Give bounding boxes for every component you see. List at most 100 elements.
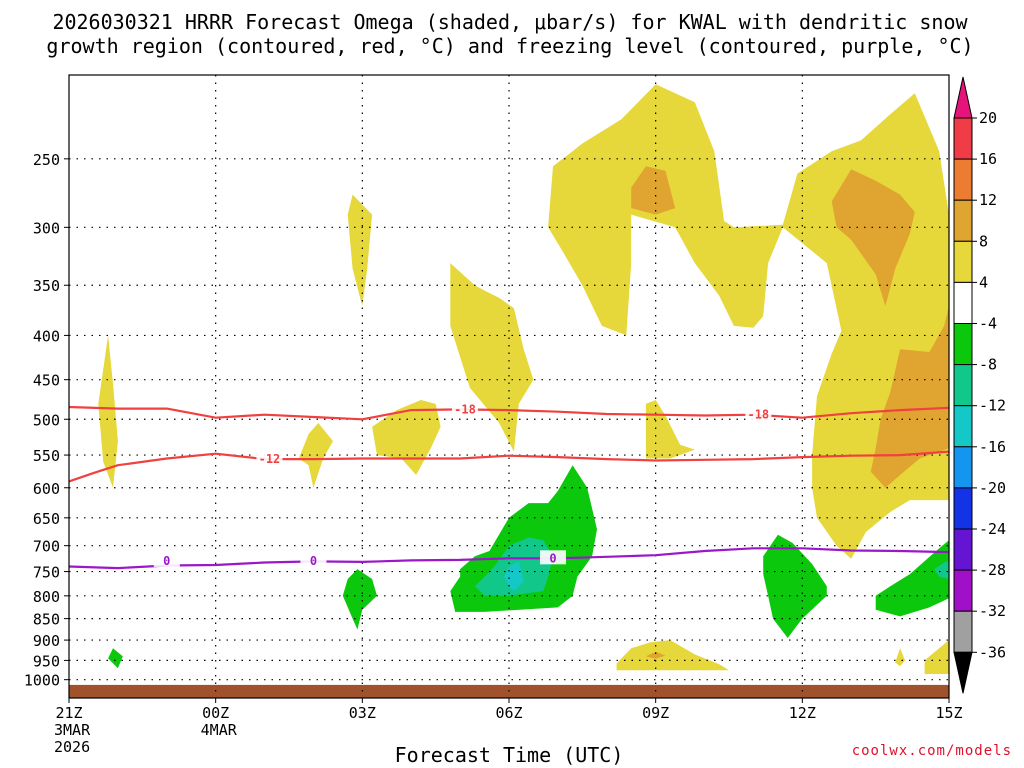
colorbar-label--36: -36 [979, 643, 1006, 661]
y-tick-label-950: 950 [33, 652, 60, 670]
omega-region-3 (4 to 8) [372, 400, 441, 475]
chart-title-line2: growth region (contoured, red, °C) and f… [46, 34, 973, 58]
x-tick-label-30-0: 06Z [495, 704, 522, 722]
contour-label-0-1: 0 [310, 554, 317, 568]
colorbar-label-4: 4 [979, 273, 988, 291]
colorbar-label--16: -16 [979, 438, 1006, 456]
colorbar-label--32: -32 [979, 602, 1006, 620]
y-tick-label-900: 900 [33, 632, 60, 650]
omega-region-8 (4 to 8) [895, 648, 905, 667]
omega-region-14 (-4 to -8) [342, 569, 377, 630]
contour-label-0-0: 0 [163, 554, 170, 568]
colorbar-swatch-4-8 [953, 240, 973, 283]
y-tick-label-800: 800 [33, 588, 60, 606]
omega-region-20 (-8 to -12) [934, 561, 949, 579]
colorbar-swatch-12-16 [953, 158, 973, 201]
omega-region-2 (4 to 8) [298, 423, 333, 488]
colorbar-label--28: -28 [979, 561, 1006, 579]
y-axis-ticks: 250 300 350 400 450 500 550 600 650 700 750 800 850 9… [24, 151, 69, 690]
colorbar-label-12: 12 [979, 191, 997, 209]
x-tick-label-21-1: 3MAR [54, 721, 91, 739]
y-tick-label-750: 750 [33, 564, 60, 582]
colorbar-label--20: -20 [979, 479, 1006, 497]
omega-region-12 (8 to 12) [870, 306, 949, 488]
contour-label-0-2: 0 [549, 551, 556, 565]
y-tick-label-350: 350 [33, 277, 60, 295]
colorbar-swatch--32--28 [953, 569, 973, 612]
contour-lines [69, 405, 949, 570]
y-tick-label-550: 550 [33, 447, 60, 465]
x-tick-label-27-0: 03Z [349, 704, 376, 722]
contour-label-bg--18-1 [745, 406, 772, 421]
y-tick-label-600: 600 [33, 480, 60, 498]
omega-region-1 (4 to 8) [347, 194, 373, 307]
omega-region-15 (-4 to -8) [108, 648, 123, 669]
contour-label-bg--12-0 [256, 451, 283, 466]
colorbar-label--24: -24 [979, 520, 1006, 538]
x-tick-label-33-0: 09Z [642, 704, 669, 722]
contour-label-bg-0-2 [540, 550, 566, 565]
colorbar-swatch--16--12 [953, 405, 973, 448]
x-tick-label-21-0: 21Z [55, 704, 82, 722]
credit-link[interactable]: coolwx.com/models [852, 743, 1012, 759]
colorbar-label--4: -4 [979, 315, 997, 333]
x-axis-label: Forecast Time (UTC) [395, 743, 624, 767]
x-tick-label-21-2: 2026 [54, 738, 90, 756]
colorbar-swatch--12--8 [953, 364, 973, 407]
colorbar: 20 16 12 8 4 -4 -8 -12 -16 -20 -24 -28 -32 -36 [953, 76, 1006, 694]
y-tick-label-1000: 1000 [24, 672, 60, 690]
colorbar-swatch--28--24 [953, 528, 973, 571]
y-tick-label-700: 700 [33, 538, 60, 556]
contour--18 [69, 405, 949, 421]
omega-region-4 (4 to 8) [450, 263, 534, 452]
contour-label--18-1: -18 [747, 408, 769, 422]
y-tick-label-450: 450 [33, 372, 60, 390]
colorbar-label--8: -8 [979, 356, 997, 374]
contour-label--18-0: -18 [454, 402, 476, 416]
omega-region-21 (-12 to -16) [504, 561, 524, 592]
contour-label-bg--18-0 [452, 401, 478, 416]
omega-region-13 (8 to 12) [645, 651, 666, 659]
colorbar-swatch--20--16 [953, 446, 973, 489]
colorbar-swatch--24--20 [953, 487, 973, 530]
y-tick-label-650: 650 [33, 510, 60, 528]
omega-region-6 (4 to 8) [645, 400, 695, 459]
colorbar-label-8: 8 [979, 232, 988, 250]
contour-label-bg-0-0 [153, 552, 180, 567]
x-tick-label-24-1: 4MAR [201, 721, 238, 739]
x-tick-label-36-0: 12Z [789, 704, 816, 722]
chart-title-line1: 2026030321 HRRR Forecast Omega (shaded, … [52, 10, 968, 34]
omega-region-5 (4 to 8) [548, 84, 949, 559]
y-tick-label-400: 400 [33, 327, 60, 345]
colorbar-top-arrow [953, 76, 973, 119]
colorbar-label--12: -12 [979, 397, 1006, 415]
colorbar-swatch--36--32 [953, 610, 973, 653]
omega-region-18 (-4 to -8) [875, 540, 949, 617]
colorbar-label-20: 20 [979, 109, 997, 127]
colorbar-swatch-8-12 [953, 199, 973, 242]
omega-region-0 (4 to 8) [98, 335, 118, 488]
omega-region-17 (-4 to -8) [763, 534, 827, 638]
y-tick-label-300: 300 [33, 219, 60, 237]
y-tick-label-250: 250 [33, 151, 60, 169]
omega-shaded-regions [98, 84, 949, 674]
contour-0 [69, 547, 949, 570]
colorbar-bottom-arrow [953, 651, 973, 694]
contour--12 [69, 450, 949, 483]
contour-label--12-0: -12 [259, 452, 281, 466]
omega-region-11 (8 to 12) [831, 169, 915, 307]
omega-region-10 (8 to 12) [631, 166, 676, 215]
contour-labels: -18 -18 -12 0 0 0 [153, 401, 772, 568]
omega-region-9 (4 to 8) [924, 640, 949, 674]
colorbar-swatch-16-20 [953, 117, 973, 160]
omega-region-7 (4 to 8) [616, 640, 729, 671]
y-tick-label-850: 850 [33, 611, 60, 629]
y-tick-label-500: 500 [33, 411, 60, 429]
colorbar-swatch--4-4 [953, 281, 973, 324]
colorbar-label-16: 16 [979, 150, 997, 168]
x-tick-label-39-0: 15Z [935, 704, 962, 722]
contour-label-bg-0-1 [300, 552, 327, 567]
colorbar-swatch--8--4 [953, 323, 973, 366]
